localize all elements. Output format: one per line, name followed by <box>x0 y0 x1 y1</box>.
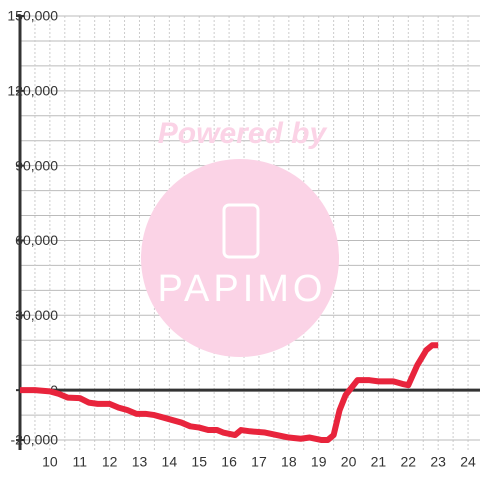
watermark: Powered by PAPIMO <box>141 117 339 357</box>
x-tick-label: 20 <box>341 454 357 470</box>
y-tick-label: 60,000 <box>15 232 58 248</box>
x-tick-label: 14 <box>162 454 178 470</box>
watermark-text: Powered by <box>158 117 328 150</box>
watermark-logo: PAPIMO <box>158 268 327 310</box>
x-tick-label: 17 <box>251 454 267 470</box>
x-tick-label: 10 <box>42 454 58 470</box>
x-tick-label: 23 <box>430 454 446 470</box>
x-tick-label: 11 <box>72 454 87 470</box>
x-tick-label: 16 <box>221 454 237 470</box>
watermark-icon <box>222 203 260 259</box>
y-tick-label: 90,000 <box>15 157 58 173</box>
x-tick-label: 22 <box>401 454 417 470</box>
x-tick-label: 15 <box>191 454 207 470</box>
x-tick-label: 18 <box>281 454 297 470</box>
x-tick-label: 24 <box>460 454 476 470</box>
y-tick-label: 120,000 <box>7 83 58 99</box>
y-tick-label: -20,000 <box>11 432 59 448</box>
x-tick-label: 13 <box>132 454 148 470</box>
x-tick-label: 19 <box>311 454 327 470</box>
y-tick-label: 150,000 <box>7 8 58 24</box>
x-tick-label: 21 <box>371 454 387 470</box>
x-tick-label: 12 <box>102 454 118 470</box>
y-tick-label: 30,000 <box>15 307 58 323</box>
data-line <box>20 342 439 444</box>
